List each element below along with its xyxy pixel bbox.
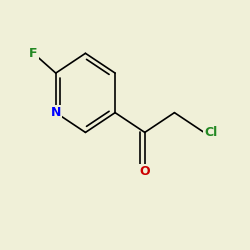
Text: Cl: Cl bbox=[204, 126, 217, 139]
Text: O: O bbox=[140, 166, 150, 178]
Text: F: F bbox=[29, 47, 38, 60]
Text: N: N bbox=[50, 106, 61, 119]
